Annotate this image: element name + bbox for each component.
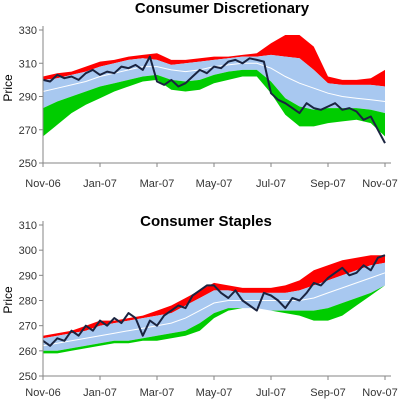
y-tick-label: 310 [19, 220, 37, 232]
y-tick-label: 290 [19, 270, 37, 282]
y-tick-label: 330 [19, 25, 37, 37]
x-tick-label: Jan-07 [83, 178, 117, 190]
y-tick-label: 250 [19, 158, 37, 170]
x-tick-label: Nov-06 [25, 178, 60, 190]
x-tick-label: May-07 [196, 178, 233, 190]
moving-average-line [42, 272, 386, 347]
x-tick-label: Nov-07 [362, 178, 397, 190]
x-tick-label: Jan-07 [83, 387, 117, 399]
chart-title: Consumer Discretionary [135, 0, 310, 17]
chart-title: Consumer Staples [140, 213, 272, 230]
x-tick-label: May-07 [196, 387, 233, 399]
y-tick-label: 250 [19, 371, 37, 383]
x-tick-label: Sep-07 [310, 178, 345, 190]
y-tick-label: 280 [19, 296, 37, 308]
x-tick-label: Mar-07 [140, 387, 175, 399]
middle-band-area [43, 262, 385, 351]
y-tick-label: 270 [19, 321, 37, 333]
y-axis-label: Price [1, 286, 15, 314]
y-tick-label: 260 [19, 346, 37, 358]
upper-band-area [43, 255, 385, 339]
x-tick-label: Nov-07 [362, 387, 397, 399]
price-line [42, 55, 386, 144]
y-tick-label: 300 [19, 245, 37, 257]
upper-band-area [43, 35, 385, 87]
y-axis-label: Price [1, 74, 15, 102]
lower-band-area [43, 285, 385, 354]
price-line [42, 254, 386, 347]
x-tick-label: Nov-06 [25, 387, 60, 399]
chart-consumer-discretionary: Consumer Discretionary Price 250 270 290 31… [1, 0, 398, 190]
x-tick-label: Jul-07 [256, 387, 286, 399]
y-tick-label: 310 [19, 58, 37, 70]
lower-band-area [43, 69, 385, 137]
x-tick-label: Sep-07 [310, 387, 345, 399]
y-tick-label: 290 [19, 92, 37, 104]
x-tick-label: Jul-07 [256, 178, 286, 190]
y-tick-label: 270 [19, 125, 37, 137]
chart-consumer-staples: Consumer Staples Price 250 260 270 280 290 30… [1, 213, 398, 399]
x-tick-label: Mar-07 [140, 178, 175, 190]
